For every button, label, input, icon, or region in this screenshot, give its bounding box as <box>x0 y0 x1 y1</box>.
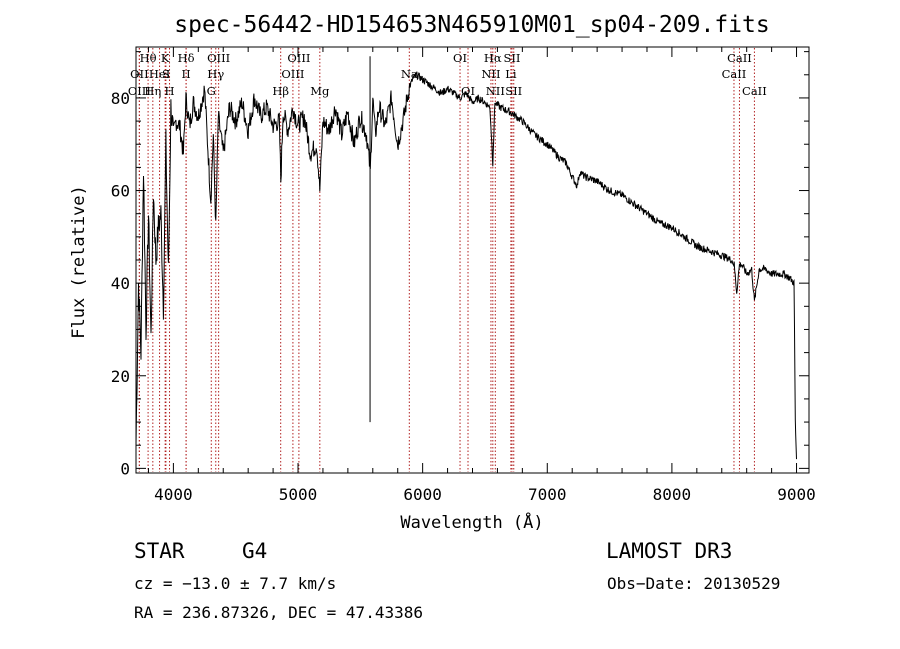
y-tick-label: 0 <box>120 459 130 478</box>
spectrum-series <box>135 56 797 460</box>
x-tick-label: 7000 <box>528 485 567 504</box>
line-label-17: Na <box>401 67 418 81</box>
line-label-22: NII <box>486 84 505 98</box>
line-label-7: H <box>165 84 175 98</box>
line-label-2: OIII <box>128 84 151 98</box>
y-tick-label: 80 <box>111 89 130 108</box>
x-tick-label: 5000 <box>279 485 318 504</box>
x-axis-label: Wavelength (Å) <box>400 511 543 533</box>
line-label-13: Hβ <box>272 84 289 98</box>
line-label-27: CaII <box>722 67 747 81</box>
coordinates: RA = 236.87326, DEC = 47.43386 <box>134 603 423 622</box>
subclass: G4 <box>242 539 268 563</box>
line-label-6: S <box>162 67 170 81</box>
obs-date: Obs−Date: 20130529 <box>607 574 781 593</box>
line-label-16: Mg <box>310 84 330 98</box>
line-label-1: OII <box>130 67 149 81</box>
y-axis-label: Flux (relative) <box>69 185 89 339</box>
spectrum-line <box>135 71 797 460</box>
line-label-15: OIII <box>281 67 304 81</box>
x-tick-label: 9000 <box>777 485 816 504</box>
x-tick-label: 6000 <box>403 485 442 504</box>
line-label-28: CaII <box>742 84 767 98</box>
y-tick-label: 40 <box>111 274 130 293</box>
object-class: STAR <box>134 539 185 563</box>
line-label-19: OI <box>461 84 475 98</box>
line-label-10: OIII <box>207 51 230 65</box>
line-label-14: OIII <box>287 51 310 65</box>
line-label-25: SII <box>505 84 522 98</box>
y-axis: 0 20 40 60 80 <box>111 51 809 478</box>
line-label-9: II <box>182 67 191 81</box>
line-label-8: Hδ <box>178 51 195 65</box>
line-label-26: CaII <box>727 51 752 65</box>
line-label-18: OI <box>453 51 467 65</box>
spectral-line-markers <box>138 48 755 472</box>
x-tick-label: 8000 <box>653 485 692 504</box>
survey-name: LAMOST DR3 <box>606 539 733 563</box>
line-label-21: NII <box>481 67 500 81</box>
y-tick-label: 20 <box>111 367 130 386</box>
line-label-4: HeI <box>149 67 170 81</box>
line-label-5: K <box>161 51 170 65</box>
redshift-text: cz = −13.0 ± 7.7 km/s <box>134 574 337 593</box>
line-label-0: Hθ <box>140 51 157 65</box>
line-label-3: Hη <box>144 84 161 98</box>
line-label-24: Li <box>505 67 517 81</box>
y-tick-label: 60 <box>111 182 130 201</box>
line-label-11: Hγ <box>207 67 224 81</box>
chart-title: spec-56442-HD154653N465910M01_sp04-209.f… <box>174 12 769 38</box>
line-label-23: SII <box>504 51 521 65</box>
x-axis: 4000 5000 6000 7000 8000 9000 <box>147 47 816 504</box>
line-label-12: G <box>207 84 216 98</box>
line-label-20: Hα <box>484 51 502 65</box>
plot-frame <box>135 46 810 474</box>
x-tick-label: 4000 <box>154 485 193 504</box>
